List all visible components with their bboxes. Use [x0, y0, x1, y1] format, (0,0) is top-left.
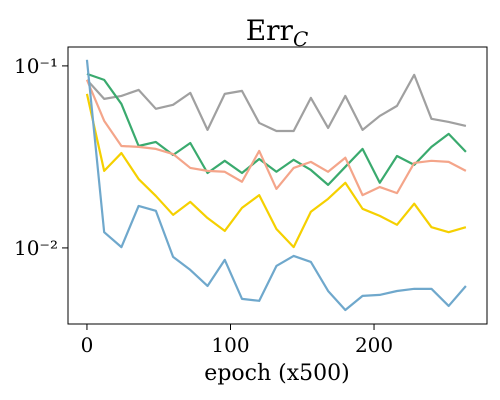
y-tick-label: 10⁻¹ [14, 54, 58, 78]
x-tick-label: 100 [211, 333, 249, 357]
x-axis-label: epoch (x500) [204, 361, 349, 386]
title-main: Err [246, 14, 294, 47]
x-tick-label: 0 [81, 333, 94, 357]
title-subscript: C [293, 27, 308, 51]
plot-frame [67, 46, 488, 325]
series-line [86, 73, 467, 133]
series-line [85, 93, 467, 249]
series-line [86, 72, 467, 186]
x-tick-label: 200 [355, 333, 393, 357]
series-line [85, 79, 467, 197]
series-line [85, 59, 467, 312]
y-tick-label: 10⁻² [14, 236, 58, 260]
chart-title: ErrC [246, 14, 309, 51]
